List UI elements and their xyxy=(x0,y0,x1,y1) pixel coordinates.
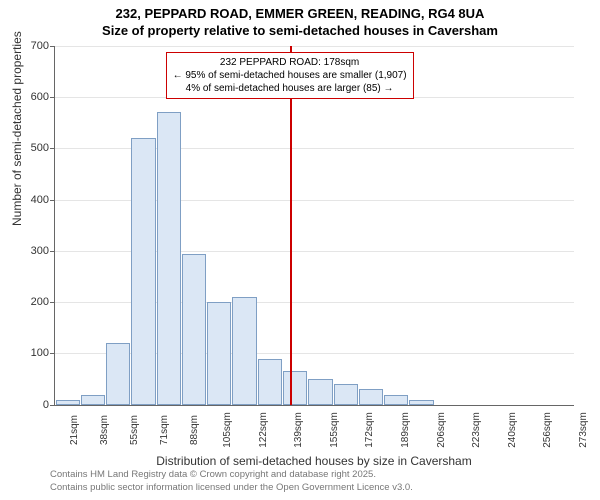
x-tick-label: 38sqm xyxy=(99,415,110,445)
x-tick-label: 206sqm xyxy=(435,412,446,448)
y-tick-label: 300 xyxy=(31,245,55,257)
y-tick-label: 400 xyxy=(31,194,55,206)
histogram-bar xyxy=(207,302,231,405)
histogram-bar xyxy=(334,384,358,405)
x-tick-label: 273sqm xyxy=(578,412,589,448)
x-tick-label: 122sqm xyxy=(257,412,268,448)
histogram-bar xyxy=(131,138,155,405)
chart-title-line1: 232, PEPPARD ROAD, EMMER GREEN, READING,… xyxy=(0,6,600,23)
histogram-bar xyxy=(308,379,332,405)
y-tick-label: 100 xyxy=(31,347,55,359)
histogram-bar xyxy=(157,112,181,404)
x-tick-label: 189sqm xyxy=(400,412,411,448)
footer-line1: Contains HM Land Registry data © Crown c… xyxy=(50,469,413,481)
x-tick-label: 88sqm xyxy=(189,415,200,445)
callout-line1: 232 PEPPARD ROAD: 178sqm xyxy=(173,56,407,69)
histogram-bar xyxy=(232,297,256,405)
x-tick-label: 55sqm xyxy=(129,415,140,445)
x-tick-label: 21sqm xyxy=(69,415,80,445)
histogram-bar xyxy=(384,395,408,405)
plot-area: 0100200300400500600700 232 PEPPARD ROAD:… xyxy=(54,46,574,406)
x-tick-label: 139sqm xyxy=(293,412,304,448)
footer-line2: Contains public sector information licen… xyxy=(50,482,413,494)
histogram-chart: 0100200300400500600700 232 PEPPARD ROAD:… xyxy=(54,46,574,406)
x-tick-label: 223sqm xyxy=(471,412,482,448)
histogram-bar xyxy=(283,371,307,404)
x-axis-title: Distribution of semi-detached houses by … xyxy=(54,454,574,468)
x-tick-label: 240sqm xyxy=(506,412,517,448)
attribution-footer: Contains HM Land Registry data © Crown c… xyxy=(50,469,413,494)
histogram-bar xyxy=(258,359,282,405)
y-tick-label: 200 xyxy=(31,296,55,308)
callout-line2: ← 95% of semi-detached houses are smalle… xyxy=(173,69,407,82)
callout-line3: 4% of semi-detached houses are larger (8… xyxy=(173,82,407,95)
x-tick-label: 105sqm xyxy=(222,412,233,448)
y-axis-title: Number of semi-detached properties xyxy=(10,31,24,226)
x-tick-label: 172sqm xyxy=(364,412,375,448)
y-tick-label: 500 xyxy=(31,142,55,154)
histogram-bar xyxy=(359,389,383,404)
marker-callout: 232 PEPPARD ROAD: 178sqm ← 95% of semi-d… xyxy=(166,52,414,99)
chart-title-line2: Size of property relative to semi-detach… xyxy=(0,23,600,40)
x-tick-label: 256sqm xyxy=(542,412,553,448)
histogram-bar xyxy=(182,254,206,405)
x-tick-label: 71sqm xyxy=(159,415,170,445)
marker-line xyxy=(290,46,292,405)
histogram-bar xyxy=(106,343,130,405)
histogram-bar xyxy=(81,395,105,405)
x-tick-label: 155sqm xyxy=(329,412,340,448)
y-tick-label: 700 xyxy=(31,40,55,52)
y-tick-label: 600 xyxy=(31,91,55,103)
histogram-bar xyxy=(56,400,80,405)
histogram-bar xyxy=(409,400,433,405)
